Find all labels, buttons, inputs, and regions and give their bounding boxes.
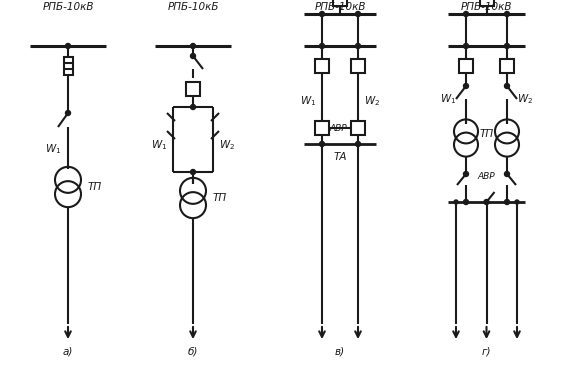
Text: $W_2$: $W_2$ [219,138,235,152]
Circle shape [356,12,361,16]
Circle shape [320,12,324,16]
Text: $W_1$: $W_1$ [45,142,61,156]
Bar [186,82,200,96]
Circle shape [356,43,361,49]
Bar [479,0,493,6]
Text: $W_1$: $W_1$ [151,138,167,152]
Circle shape [356,141,361,147]
Bar [351,59,365,73]
Text: $W_1$: $W_1$ [440,92,456,106]
Circle shape [65,43,71,49]
Text: ТП: ТП [213,193,227,203]
Circle shape [320,43,324,49]
Text: РПБ-10кВ: РПБ-10кВ [42,2,94,12]
Circle shape [504,172,510,177]
Circle shape [515,200,519,204]
Text: ТП: ТП [88,182,102,192]
Circle shape [190,169,196,175]
Circle shape [65,110,71,116]
Circle shape [485,200,489,204]
Circle shape [190,104,196,110]
Circle shape [464,83,468,89]
Circle shape [454,200,458,204]
Circle shape [190,53,196,58]
Circle shape [190,43,196,49]
Text: $W_2$: $W_2$ [517,92,533,106]
Text: РПБ-10кВ: РПБ-10кВ [314,2,366,12]
Bar [459,59,473,73]
Text: РПБ-10кВ: РПБ-10кВ [461,2,512,12]
Circle shape [504,43,510,49]
Bar [315,121,329,135]
Text: ТП: ТП [479,129,493,139]
Bar [64,57,72,75]
Circle shape [464,43,468,49]
Circle shape [504,12,510,16]
Text: б): б) [188,347,198,357]
Bar [500,59,514,73]
Circle shape [320,141,324,147]
Text: $W_2$: $W_2$ [364,94,380,108]
Text: $W_1$: $W_1$ [300,94,316,108]
Text: РПБ-10кБ: РПБ-10кБ [167,2,219,12]
Bar [351,121,365,135]
Bar [333,0,347,6]
Text: а): а) [63,347,73,357]
Circle shape [504,199,510,205]
Circle shape [484,199,489,205]
Text: АВР: АВР [329,123,347,132]
Circle shape [464,199,468,205]
Bar [315,59,329,73]
Text: г): г) [482,347,491,357]
Text: ТА: ТА [334,152,347,162]
Text: в): в) [335,347,345,357]
Circle shape [464,172,468,177]
Text: АВР: АВР [478,172,495,181]
Circle shape [504,83,510,89]
Circle shape [464,12,468,16]
